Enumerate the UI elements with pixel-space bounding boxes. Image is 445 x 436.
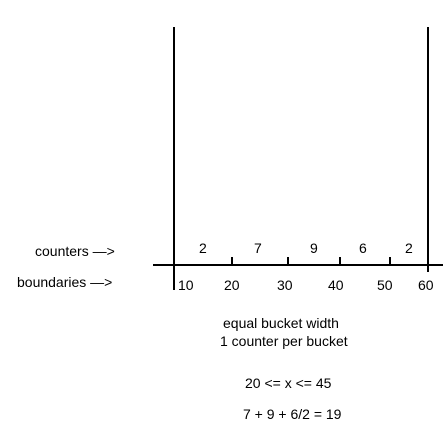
boundary-value: 40 [328,277,344,293]
boundary-value: 50 [377,277,393,293]
counter-value: 2 [199,240,207,256]
boundary-value: 20 [224,277,240,293]
caption-line-2: 1 counter per bucket [220,333,348,349]
boundaries-label: boundaries —> [17,274,113,290]
counters-label: counters —> [35,243,115,259]
counter-value: 2 [405,240,413,256]
caption-line-1: equal bucket width [223,315,339,331]
counter-value: 6 [359,240,367,256]
range-query: 20 <= x <= 45 [245,375,332,391]
counter-value: 7 [254,240,262,256]
boundary-value: 30 [277,277,293,293]
boundary-value: 60 [418,277,434,293]
counter-value: 9 [310,240,318,256]
boundary-value: 10 [178,277,194,293]
estimate-result: 7 + 9 + 6/2 = 19 [243,406,342,422]
